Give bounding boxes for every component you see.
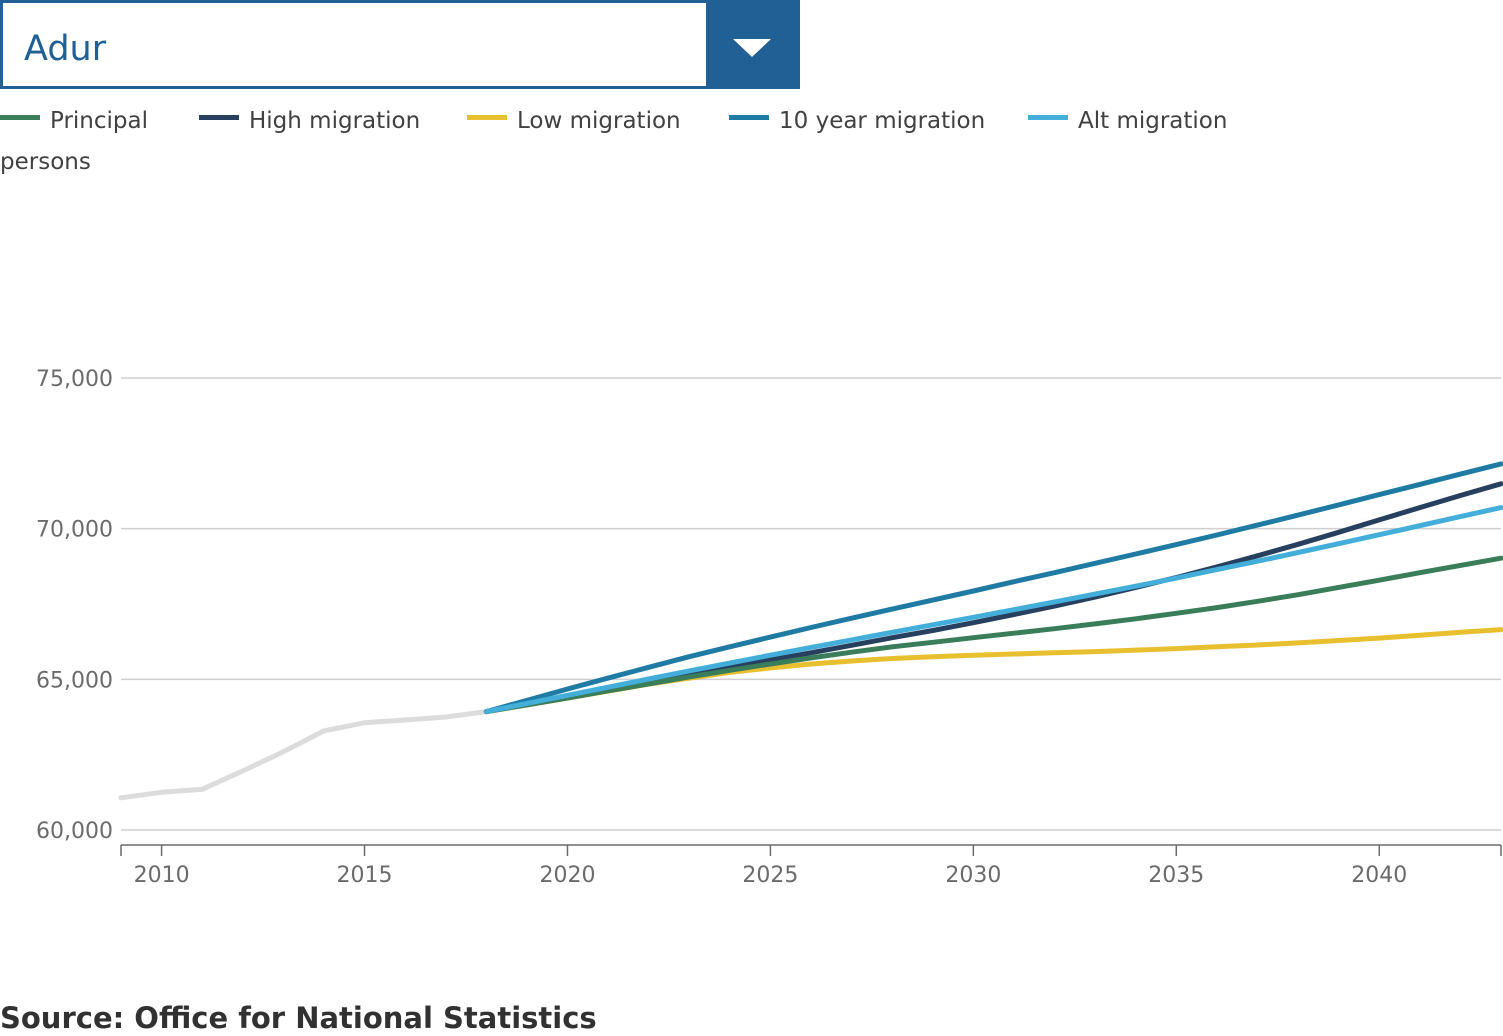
legend-item-10-year-migration[interactable]: 10 year migration xyxy=(729,106,999,140)
legend-item-alt-migration[interactable]: Alt migration xyxy=(1028,106,1248,140)
x-tick-label: 2015 xyxy=(337,863,393,888)
x-tick-label: 2030 xyxy=(945,863,1001,888)
series-line-historic xyxy=(118,709,489,801)
legend-swatch-low-migration xyxy=(467,115,507,120)
legend-label-principal: Principal xyxy=(50,108,149,134)
legend-item-high-migration[interactable]: High migration xyxy=(199,106,429,140)
legend-item-principal[interactable]: Principal xyxy=(0,106,160,140)
y-axis-unit-label: persons xyxy=(0,149,91,175)
area-select-field[interactable]: Adur xyxy=(3,3,706,86)
series-line-principal xyxy=(483,555,1503,715)
area-select-value: Adur xyxy=(24,29,107,69)
y-tick-label: 65,000 xyxy=(36,668,113,693)
chevron-down-icon xyxy=(733,39,771,57)
y-tick-label: 75,000 xyxy=(36,367,113,392)
legend-swatch-high-migration xyxy=(199,115,239,120)
x-tick-label: 2035 xyxy=(1148,863,1204,888)
legend-swatch-alt-migration xyxy=(1028,115,1068,120)
source-note: Source: Office for National Statistics xyxy=(0,1001,597,1035)
line-chart: 60,000 65,000 70,000 75,000 2010 2015 2020 2025… xyxy=(36,367,1503,888)
x-tick-label: 2010 xyxy=(134,863,190,888)
x-tick-label: 2020 xyxy=(539,863,595,888)
y-tick-label: 60,000 xyxy=(36,819,113,844)
legend-label-alt-migration: Alt migration xyxy=(1078,108,1228,134)
legend-label-high-migration: High migration xyxy=(249,108,421,134)
legend-swatch-10-year-migration xyxy=(729,115,769,120)
series-line-alt-migration xyxy=(483,505,1503,715)
x-tick-label: 2025 xyxy=(742,863,798,888)
legend-label-10-year-migration: 10 year migration xyxy=(779,108,986,134)
chart-legend: Principal High migration Low migration 1… xyxy=(0,106,1503,140)
x-tick-label: 2040 xyxy=(1351,863,1407,888)
series-line-high-migration xyxy=(483,481,1503,715)
series-line-10-year-migration xyxy=(483,461,1503,715)
area-select[interactable]: Adur xyxy=(0,0,800,89)
dropdown-toggle-button[interactable] xyxy=(706,0,800,89)
legend-label-low-migration: Low migration xyxy=(517,108,681,134)
legend-item-low-migration[interactable]: Low migration xyxy=(467,106,697,140)
y-tick-label: 70,000 xyxy=(36,518,113,543)
legend-swatch-principal xyxy=(0,115,40,120)
